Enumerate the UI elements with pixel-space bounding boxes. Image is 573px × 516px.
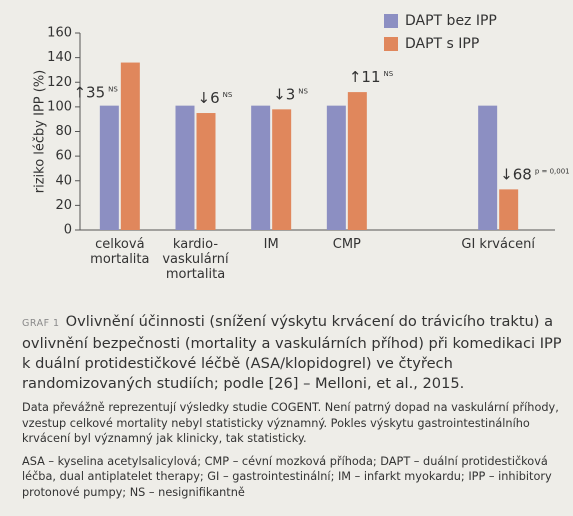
caption-label: GRAF 1	[22, 318, 60, 329]
y-tick-label: 60	[55, 149, 72, 164]
y-tick-label: 120	[47, 75, 72, 90]
x-tick-label: CMP	[333, 237, 361, 252]
x-tick-label: IM	[264, 237, 279, 252]
y-tick-label: 40	[55, 173, 72, 188]
annotation-value: ↓3	[273, 85, 295, 103]
annotation: ↑35 NS	[73, 84, 118, 102]
annotation: ↑11 NS	[349, 68, 394, 86]
bar	[196, 113, 216, 230]
bar	[326, 105, 346, 230]
annotation: ↓3 NS	[273, 85, 308, 103]
legend-label: DAPT bez IPP	[405, 13, 497, 29]
annotation: ↓6 NS	[198, 89, 233, 107]
bar	[99, 105, 119, 230]
bar	[478, 105, 498, 230]
bar	[272, 109, 292, 230]
x-tick-label: kardio-vaskulární mortalita	[162, 237, 229, 282]
bar	[251, 105, 271, 230]
legend-label: DAPT s IPP	[405, 36, 479, 52]
x-tick-label: celková mortalita	[90, 237, 149, 267]
annotation-value: ↓6	[198, 89, 220, 107]
caption-text: Ovlivnění účinnosti (snížení výskytu krv…	[22, 313, 562, 392]
annotation-value: ↑11	[349, 68, 381, 86]
y-tick-label: 160	[47, 26, 72, 41]
chart: 0 20 40 60 80 100 120 140 160 riziko léčby IPP (%…	[33, 13, 570, 282]
annotation: ↓68 p = 0,001	[500, 165, 569, 183]
annotation-value: ↑35	[73, 84, 105, 102]
y-tick-label: 100	[47, 99, 72, 114]
y-tick-label: 0	[64, 223, 72, 238]
annotation-note: NS	[298, 87, 308, 95]
bar	[499, 189, 519, 230]
bar	[347, 92, 367, 230]
y-tick-label: 80	[55, 124, 72, 139]
caption-note: ASA – kyselina acetylsalicylová; CMP – c…	[22, 454, 552, 499]
caption-title: GRAF 1 Ovlivnění účinnosti (snížení výsky…	[22, 312, 562, 394]
legend-swatch	[384, 37, 398, 51]
bar	[175, 105, 195, 230]
annotation-note: NS	[383, 70, 393, 78]
x-tick-label: GI krvácení	[461, 237, 535, 252]
caption-note: Data převážně reprezentují výsledky stud…	[22, 401, 559, 445]
y-tick-label: 140	[47, 50, 72, 65]
legend-swatch	[384, 14, 398, 28]
bar	[120, 62, 140, 230]
annotation-note: NS	[108, 86, 118, 94]
caption: GRAF 1 Ovlivnění účinnosti (snížení výsky…	[22, 312, 562, 507]
y-tick-label: 20	[55, 198, 72, 213]
annotation-value: ↓68	[500, 165, 532, 183]
annotation-note: p = 0,001	[535, 167, 570, 175]
y-axis-label: riziko léčby IPP (%)	[33, 70, 48, 194]
annotation-note: NS	[223, 91, 233, 99]
